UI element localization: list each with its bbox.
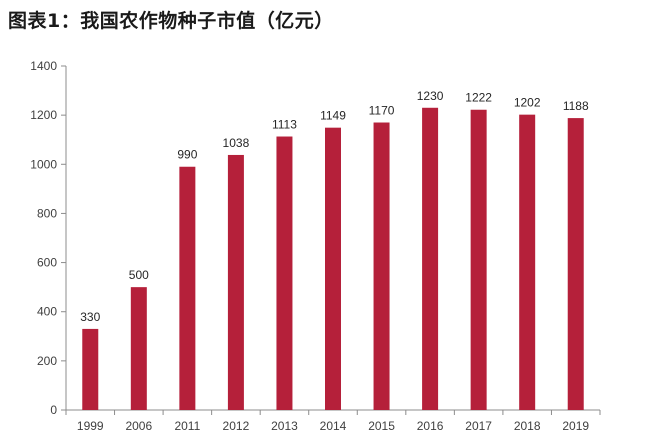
data-label-2012: 1038 [223,136,250,150]
x-tick-label-2015: 2015 [368,419,395,433]
y-tick-label: 200 [37,354,57,368]
data-label-1999: 330 [80,310,100,324]
x-tick-label-1999: 1999 [77,419,104,433]
bar-2011 [179,166,196,410]
data-label-2011: 990 [177,148,197,162]
bar-2016 [422,107,439,411]
x-tick-label-2011: 2011 [174,419,200,433]
x-tick-label-2013: 2013 [271,419,298,433]
bar-2017 [470,109,487,410]
y-axis: 0 200 400 600 800 1000 1200 1400 [30,59,67,417]
bar-2015 [373,122,390,410]
y-tick-label: 1000 [30,157,57,171]
data-label-2018: 1202 [514,96,541,110]
bar-1999 [82,328,99,410]
y-tick-label: 800 [37,206,57,220]
data-labels: 330 500 990 1038 1113 1149 1170 1230 1222 1202 118… [80,89,589,324]
bars [82,107,584,411]
y-tick-label: 400 [37,305,57,319]
data-label-2014: 1149 [320,109,346,123]
x-tick-label-2018: 2018 [514,419,541,433]
data-label-2016: 1230 [417,89,444,103]
bar-2006 [130,287,147,410]
bar-2013 [276,136,293,410]
y-tick-label: 0 [50,403,57,417]
y-tick-label: 1200 [30,108,57,122]
bar-2019 [567,118,584,410]
data-label-2017: 1222 [465,91,492,105]
x-axis: 1999 2006 2011 2012 2013 2014 2015 2016 2017 2018… [65,409,601,433]
y-tick-label: 600 [37,256,57,270]
bar-2012 [227,154,244,410]
x-tick-label-2014: 2014 [320,419,347,433]
x-tick-label-2019: 2019 [562,419,589,433]
bar-2014 [325,127,341,410]
x-tick-label-2016: 2016 [417,419,444,433]
data-label-2019: 1188 [563,99,589,113]
data-label-2006: 500 [129,268,149,282]
bar-2018 [519,114,536,410]
data-label-2013: 1113 [272,118,297,132]
data-label-2015: 1170 [369,104,395,118]
x-tick-label-2012: 2012 [223,419,250,433]
x-tick-label-2017: 2017 [465,419,492,433]
chart-title: 图表1：我国农作物种子市值（亿元） [8,10,334,32]
x-tick-label-2006: 2006 [125,419,152,433]
y-tick-label: 1400 [30,59,57,73]
